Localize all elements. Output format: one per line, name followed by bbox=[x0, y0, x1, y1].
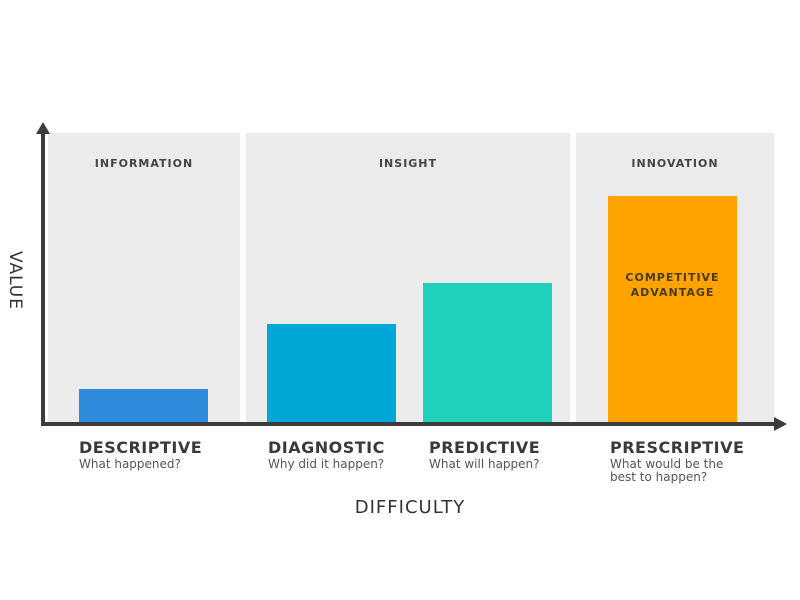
panel-title-insight: INSIGHT bbox=[378, 157, 438, 170]
category-predictive: PREDICTIVE What will happen? bbox=[429, 438, 569, 471]
category-name: DIAGNOSTIC bbox=[268, 438, 385, 457]
category-question: Why did it happen? bbox=[268, 457, 385, 471]
category-question: What will happen? bbox=[429, 457, 540, 471]
y-axis-line bbox=[41, 130, 45, 426]
competitive-advantage-label: COMPETITIVE ADVANTAGE bbox=[625, 271, 720, 299]
bar-diagnostic bbox=[267, 324, 396, 423]
category-name: PRESCRIPTIVE bbox=[610, 438, 745, 457]
category-question: What would be the best to happen? bbox=[610, 457, 724, 484]
x-axis-label: DIFFICULTY bbox=[354, 497, 466, 518]
panel-information: INFORMATION bbox=[48, 133, 240, 423]
bar-predictive bbox=[423, 283, 552, 423]
category-descriptive: DESCRIPTIVE What happened? bbox=[79, 438, 219, 471]
y-axis-label: VALUE bbox=[5, 251, 25, 310]
panel-title-information: INFORMATION bbox=[94, 157, 194, 170]
category-name: DESCRIPTIVE bbox=[79, 438, 203, 457]
category-diagnostic: DIAGNOSTIC Why did it happen? bbox=[268, 438, 408, 471]
x-axis-line bbox=[41, 422, 776, 426]
y-axis-arrow-icon bbox=[36, 122, 50, 134]
category-question: What happened? bbox=[79, 457, 181, 471]
category-name: PREDICTIVE bbox=[429, 438, 541, 457]
category-prescriptive: PRESCRIPTIVE What would be the best to h… bbox=[610, 438, 745, 484]
x-axis-arrow-icon bbox=[774, 417, 787, 431]
bar-prescriptive: COMPETITIVE ADVANTAGE bbox=[608, 196, 737, 423]
bar-descriptive bbox=[79, 389, 208, 423]
panel-title-innovation: INNOVATION bbox=[631, 157, 719, 170]
